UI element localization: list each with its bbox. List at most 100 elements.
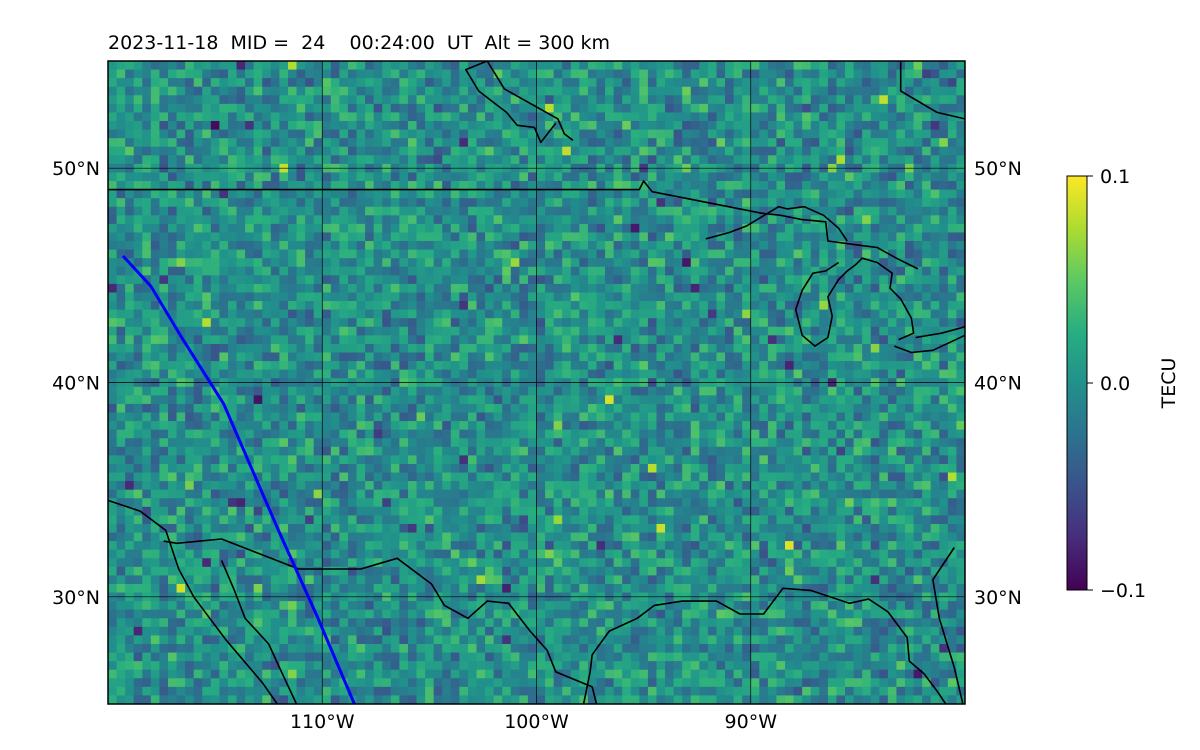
heat-cell: [759, 343, 769, 354]
heat-cell: [185, 78, 195, 88]
heat-cell: [879, 352, 889, 362]
heat-cell: [699, 266, 709, 276]
heat-cell: [450, 172, 460, 182]
heat-cell: [562, 112, 572, 122]
heat-cell: [193, 335, 203, 345]
heat-cell: [613, 412, 623, 422]
heat-cell: [167, 198, 178, 208]
heat-cell: [596, 249, 606, 259]
heat-cell: [159, 412, 169, 422]
heat-cell: [322, 309, 332, 319]
heat-cell: [810, 189, 820, 199]
heat-cell: [270, 395, 280, 405]
heat-cell: [125, 249, 135, 259]
heat-cell: [579, 455, 589, 465]
heat-cell: [536, 112, 546, 122]
heat-cell: [527, 455, 538, 465]
heat-cell: [956, 181, 965, 191]
heat-cell: [845, 232, 855, 242]
heat-cell: [887, 103, 898, 114]
heat-cell: [562, 438, 572, 448]
heat-cell: [407, 412, 418, 422]
heat-cell: [665, 352, 675, 362]
heat-cell: [750, 361, 760, 371]
heat-cell: [407, 352, 418, 362]
heat-cell: [656, 129, 666, 139]
heat-cell: [639, 95, 649, 105]
heat-cell: [527, 275, 538, 285]
heat-cell: [382, 343, 392, 354]
heat-cell: [150, 103, 161, 114]
heat-cell: [442, 266, 452, 276]
heat-cell: [219, 343, 229, 354]
heat-cell: [767, 241, 778, 251]
heat-cell: [270, 361, 280, 371]
heat-cell: [373, 241, 383, 251]
heat-cell: [210, 369, 221, 379]
heat-cell: [519, 403, 529, 414]
heat-cell: [613, 472, 623, 482]
heat-cell: [647, 292, 658, 302]
heat-cell: [570, 258, 580, 268]
heat-cell: [356, 138, 366, 148]
heat-cell: [296, 395, 306, 405]
heat-cell: [356, 86, 366, 96]
heat-cell: [587, 343, 598, 354]
heat-cell: [759, 181, 769, 191]
heat-cell: [510, 69, 520, 79]
heat-cell: [819, 472, 829, 482]
heat-cell: [382, 112, 392, 122]
heat-cell: [819, 301, 829, 311]
heat-cell: [270, 309, 280, 319]
heat-cell: [330, 112, 340, 122]
heat-cell: [725, 112, 735, 122]
heat-cell: [562, 421, 572, 431]
heat-cell: [682, 326, 692, 336]
heat-cell: [365, 223, 375, 234]
heat-cell: [622, 206, 632, 216]
heat-cell: [450, 146, 460, 156]
heat-cell: [767, 429, 778, 439]
heat-cell: [613, 421, 623, 431]
heat-cell: [639, 421, 649, 431]
heat-cell: [133, 403, 143, 414]
heat-cell: [819, 155, 829, 165]
heat-cell: [673, 369, 683, 379]
heat-cell: [459, 395, 469, 405]
heat-cell: [262, 69, 272, 79]
heat-cell: [656, 95, 666, 105]
heat-cell: [193, 112, 203, 122]
heat-cell: [253, 403, 263, 414]
heat-cell: [690, 61, 700, 71]
heat-cell: [553, 155, 563, 165]
heat-cell: [665, 172, 675, 182]
heat-cell: [545, 386, 555, 396]
heat-cell: [656, 481, 666, 491]
heat-cell: [947, 121, 958, 131]
heat-cell: [913, 326, 923, 336]
heat-cell: [476, 69, 486, 79]
heat-cell: [442, 103, 452, 114]
heat-cell: [802, 69, 812, 79]
heat-cell: [442, 361, 452, 371]
heat-cell: [733, 198, 743, 208]
heat-cell: [502, 249, 512, 259]
heat-cell: [690, 301, 700, 311]
heat-cell: [425, 275, 435, 285]
heat-cell: [399, 386, 409, 396]
heat-cell: [827, 292, 838, 302]
heat-cell: [913, 112, 923, 122]
heat-cell: [793, 146, 803, 156]
heat-cell: [579, 155, 589, 165]
heat-cell: [365, 412, 375, 422]
heat-cell: [896, 481, 906, 491]
heat-cell: [570, 403, 580, 414]
heat-cell: [296, 121, 306, 131]
heat-cell: [725, 61, 735, 71]
heat-cell: [425, 481, 435, 491]
heat-cell: [930, 61, 940, 71]
heat-cell: [656, 318, 666, 328]
heat-cell: [922, 309, 932, 319]
heat-cell: [365, 69, 375, 79]
heat-cell: [159, 95, 169, 105]
